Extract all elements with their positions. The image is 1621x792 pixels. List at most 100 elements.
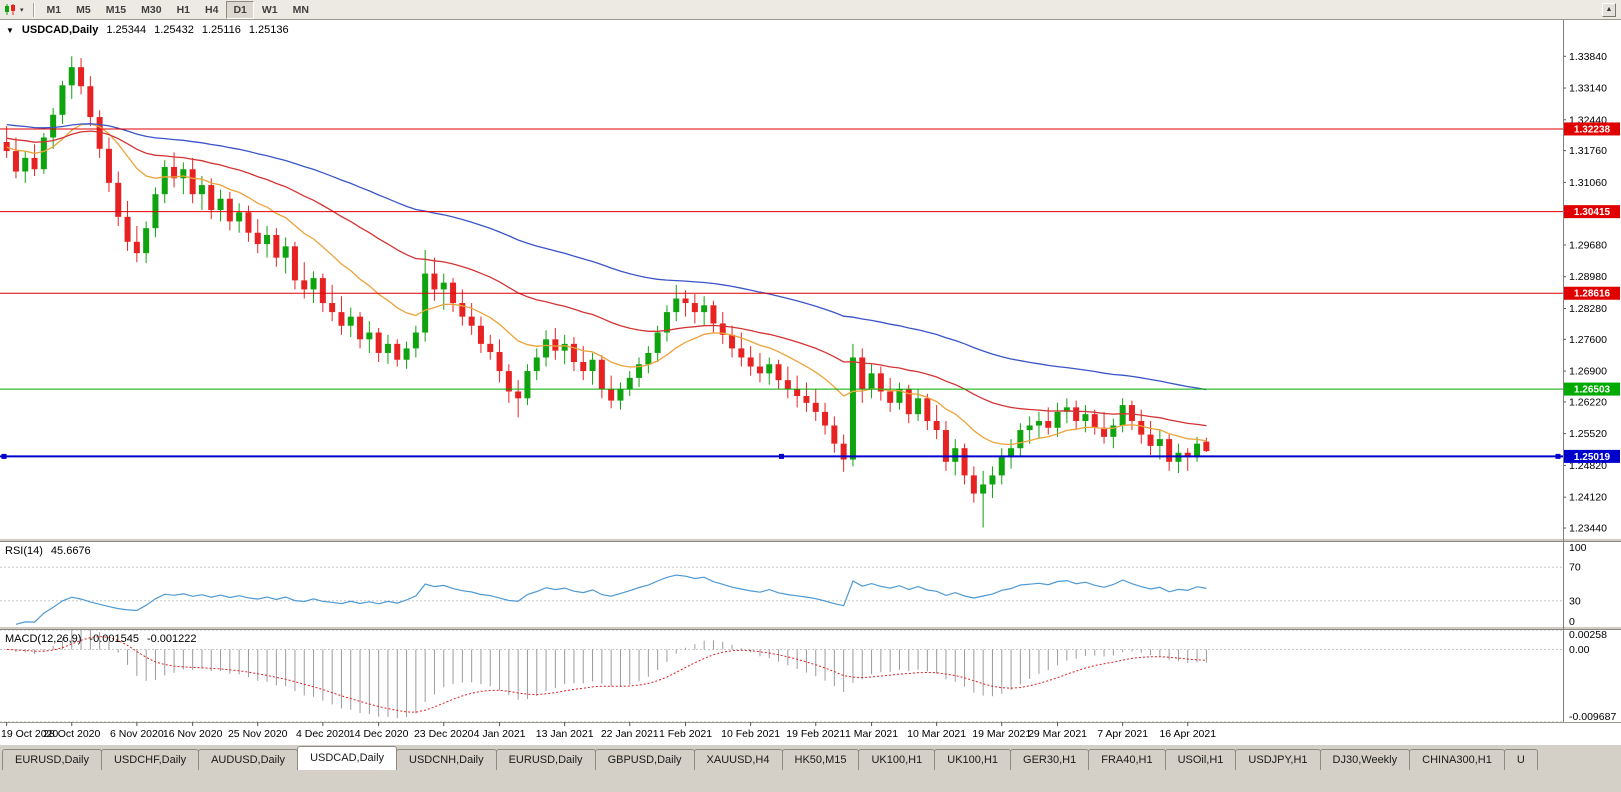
symbol-tab-audusd-daily[interactable]: AUDUSD,Daily (198, 749, 299, 770)
rsi-title: RSI(14) (5, 545, 43, 557)
timeframe-button-w1[interactable]: W1 (261, 3, 278, 16)
date-axis-label: 16 Nov 2020 (163, 728, 223, 740)
candle-body (422, 273, 429, 333)
candle-body (673, 298, 680, 313)
candle-body (347, 316, 354, 326)
candle-body (1184, 452, 1191, 458)
candle-body (533, 357, 540, 372)
price-axis-label: 1.25520 (1569, 428, 1607, 440)
chart-type-dropdown-caret-icon[interactable]: ▾ (20, 6, 24, 14)
candle-body (580, 362, 587, 372)
symbol-tab-u[interactable]: U (1503, 749, 1538, 770)
date-axis-label: 22 Jan 2021 (601, 728, 659, 740)
candlestick-glyph (5, 4, 15, 15)
symbol-tab-china300-h1[interactable]: CHINA300,H1 (1409, 749, 1505, 770)
symbol-tab-eurusd-daily[interactable]: EURUSD,Daily (495, 749, 596, 770)
price-axis-label: 1.26220 (1569, 396, 1607, 408)
candle-body (1138, 420, 1145, 435)
symbol-tab-hk50-m15[interactable]: HK50,M15 (781, 749, 860, 770)
candle-body (682, 298, 689, 304)
candle-body (1054, 411, 1061, 428)
candle-body (105, 148, 112, 183)
price-line-badge (1564, 122, 1620, 136)
symbol-tab-usoil-h1[interactable]: USOil,H1 (1164, 749, 1237, 770)
symbol-tab-uk100-h1[interactable]: UK100,H1 (934, 749, 1012, 770)
symbol-tab-eurusd-daily[interactable]: EURUSD,Daily (2, 749, 102, 770)
symbol-tab-fra40-h1[interactable]: FRA40,H1 (1088, 749, 1166, 770)
date-axis-label: 1 Feb 2021 (659, 728, 712, 740)
timeframe-button-m15[interactable]: M15 (105, 3, 127, 16)
symbol-tab-dj30-weekly[interactable]: DJ30,Weekly (1319, 749, 1411, 770)
timeframe-button-d1[interactable]: D1 (226, 0, 254, 19)
macd-axis-label: -0.009687 (1569, 711, 1616, 723)
rsi-header: RSI(14) 45.6676 (5, 545, 91, 557)
scroll-up-button[interactable]: ▲ (1602, 2, 1616, 17)
candle-body (905, 389, 912, 415)
candle-body (1101, 427, 1108, 437)
candle-body (403, 348, 410, 360)
date-axis-label: 4 Jan 2021 (474, 728, 526, 740)
symbol-tab-uk100-h1[interactable]: UK100,H1 (858, 749, 936, 770)
symbol-tab-gbpusd-daily[interactable]: GBPUSD,Daily (594, 749, 695, 770)
candle-body (468, 316, 475, 326)
candle-body (384, 343, 391, 353)
symbol-tab-usdcad-daily[interactable]: USDCAD,Daily (297, 746, 398, 770)
chart-canvas[interactable]: 1.338401.331401.324401.317601.310601.296… (0, 20, 1621, 744)
timeframe-button-m1[interactable]: M1 (46, 3, 62, 16)
price-axis-label: 1.31060 (1569, 177, 1607, 189)
date-axis-label: 19 Oct 2020 (1, 728, 58, 740)
panel-splitter-1[interactable] (0, 538, 1621, 542)
chart-background (0, 20, 1621, 744)
candle-body (738, 348, 745, 358)
candle-body (1063, 407, 1070, 412)
ma-line-8 (6, 123, 1207, 446)
symbol-tab-usdchf-daily[interactable]: USDCHF,Daily (100, 749, 200, 770)
line-selection-handle[interactable] (779, 453, 784, 459)
candle-body (22, 157, 29, 172)
chart-symbol-label: USDCAD,Daily (21, 24, 99, 36)
price-axis-label: 1.29680 (1569, 239, 1607, 251)
candle-body (803, 396, 810, 403)
price-axis-label: 1.28280 (1569, 303, 1607, 315)
rsi-value: 45.6676 (50, 545, 91, 557)
price-axis-label: 1.23440 (1569, 523, 1607, 535)
candle-body (487, 343, 494, 353)
line-selection-handle[interactable] (1555, 453, 1561, 459)
candle-body (887, 391, 894, 403)
price-axis-label: 1.33140 (1569, 83, 1607, 95)
candle-body (366, 332, 373, 340)
price-axis[interactable] (1563, 20, 1621, 722)
candle-body (747, 357, 754, 367)
timeframe-button-h4[interactable]: H4 (205, 3, 219, 16)
date-axis-label: 23 Dec 2020 (414, 728, 474, 740)
candle-body (319, 278, 326, 304)
symbol-dropdown-icon[interactable]: ▼ (6, 25, 14, 35)
timeframe-button-h1[interactable]: H1 (176, 3, 191, 16)
timeframe-button-m30[interactable]: M30 (141, 3, 162, 16)
candle-body (970, 475, 977, 494)
candle-body (189, 169, 196, 195)
timeframe-button-mn[interactable]: MN (292, 3, 309, 16)
price-line-badge-label: 1.28616 (1574, 289, 1611, 300)
timeframe-button-m5[interactable]: M5 (76, 3, 91, 16)
candlestick-chart-icon[interactable] (3, 3, 19, 17)
rsi-line (15, 574, 1207, 625)
candle-body (794, 389, 801, 397)
date-axis-label: 19 Feb 2021 (786, 728, 845, 740)
time-axis[interactable] (0, 722, 1621, 744)
candle-body (496, 352, 503, 372)
symbol-tab-usdcnh-daily[interactable]: USDCNH,Daily (396, 749, 497, 770)
line-selection-handle[interactable] (1, 453, 7, 459)
candle-body (282, 246, 289, 258)
candle-body (840, 443, 847, 460)
candle-body (608, 389, 615, 401)
symbol-tab-xauusd-h4[interactable]: XAUUSD,H4 (693, 749, 783, 770)
candle-body (96, 117, 103, 149)
symbol-tab-ger30-h1[interactable]: GER30,H1 (1010, 749, 1090, 770)
symbol-tab-usdjpy-h1[interactable]: USDJPY,H1 (1235, 749, 1321, 770)
candle-body (440, 282, 447, 290)
candle-body (264, 235, 271, 245)
timeframe-buttons: M1 M5 M15 M30 H1 H4 D1 W1 MN (40, 0, 316, 19)
panel-splitter-2[interactable] (0, 626, 1621, 630)
candle-body (719, 323, 726, 335)
